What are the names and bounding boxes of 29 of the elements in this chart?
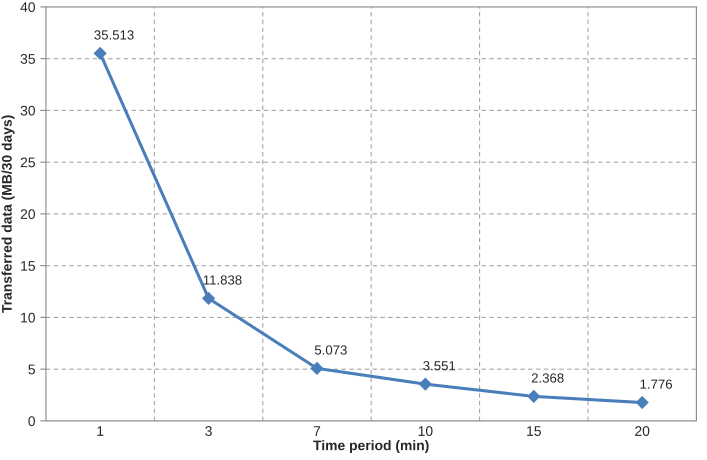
y-tick-label: 10	[21, 312, 35, 323]
x-tick-label: 3	[205, 426, 212, 436]
y-tick-label: 0	[28, 416, 35, 426]
point	[527, 390, 540, 403]
point	[418, 378, 432, 391]
data-label: 3.551	[423, 361, 456, 370]
data-label: 35.513	[94, 30, 134, 40]
point	[94, 46, 107, 60]
point	[310, 362, 324, 375]
y-tick-label: 5	[28, 364, 35, 374]
data-label: 11.838	[204, 275, 242, 285]
x-tick-label: 20	[635, 426, 650, 436]
y-axis-title: Transferred data (MB/30 days)	[2, 115, 15, 313]
y-tick-label: 30	[20, 106, 35, 116]
y-tick-label: 35	[20, 54, 35, 64]
data-label: 1.776	[640, 379, 672, 389]
y-tick-label: 20	[20, 209, 35, 220]
x-tick-label: 10	[418, 426, 433, 436]
data-label: 5.073	[314, 345, 347, 355]
x-axis-title: Time period (min)	[313, 440, 429, 454]
point	[202, 292, 215, 305]
x-tick-label: 7	[314, 426, 320, 436]
y-tick-label: 25	[20, 157, 35, 168]
x-tick-label: 15	[527, 426, 541, 436]
point	[636, 396, 649, 409]
data-label: 2.368	[532, 373, 564, 383]
y-tick-label: 15	[21, 261, 35, 271]
y-tick-label: 40	[20, 2, 35, 12]
x-tick-label: 1	[97, 426, 104, 436]
